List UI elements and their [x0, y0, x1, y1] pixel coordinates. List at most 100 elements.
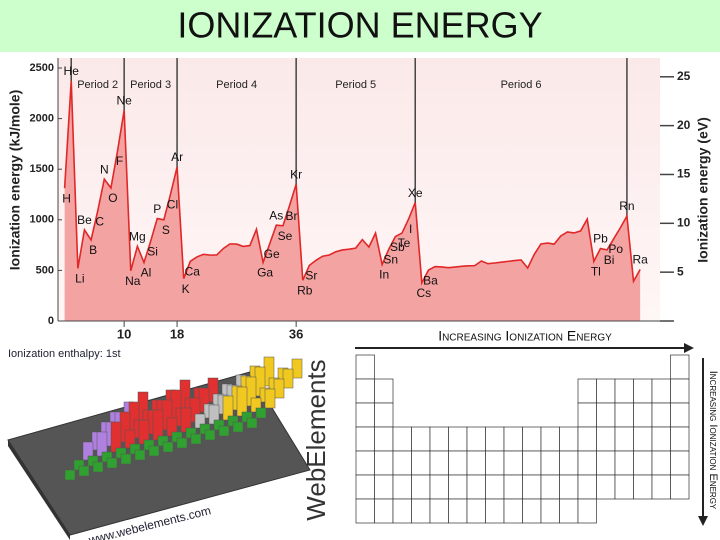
table-cell: [411, 426, 431, 452]
table-cell: [392, 474, 412, 500]
table-cell: [670, 426, 690, 452]
table-cell: [670, 450, 690, 476]
table-cell: [651, 378, 671, 404]
y-tick-label: 2000: [30, 113, 54, 125]
table-cell: [577, 402, 597, 428]
element-label: O: [108, 191, 117, 205]
element-label: Ne: [116, 94, 132, 108]
table-cell: [651, 426, 671, 452]
table-cell: [577, 426, 597, 452]
table-cell: [559, 450, 579, 476]
table-cell: [411, 450, 431, 476]
table-cell: [485, 450, 505, 476]
table-cell: [355, 426, 375, 452]
element-label: N: [100, 162, 109, 176]
element-label: Po: [608, 242, 623, 256]
block: [291, 358, 303, 379]
table-cell: [466, 474, 486, 500]
block: [190, 433, 202, 445]
element-label: Ar: [171, 150, 183, 164]
table-cell: [485, 426, 505, 452]
table-cell: [448, 426, 468, 452]
table-cell: [614, 450, 634, 476]
area-fill: [64, 80, 641, 321]
table-cell: [485, 498, 505, 524]
table-cell: [559, 474, 579, 500]
element-label: Br: [286, 209, 298, 223]
table-cell: [355, 354, 375, 380]
table-cell: [577, 450, 597, 476]
block: [106, 457, 118, 469]
element-label: Rb: [297, 283, 313, 297]
y2-tick-label: 5: [677, 264, 684, 278]
element-label: Al: [141, 266, 152, 280]
table-cell: [503, 450, 523, 476]
element-label: Xe: [408, 186, 423, 200]
block: [236, 386, 248, 417]
brand-text: WebElements: [301, 359, 331, 520]
table-cell: [651, 402, 671, 428]
table-cell: [448, 498, 468, 524]
element-label: Sn: [383, 252, 398, 266]
line: [63, 80, 641, 286]
y2-axis-label: Ionization energy (eV): [695, 117, 711, 262]
element-label: Si: [147, 245, 158, 259]
y2-tick-label: 25: [677, 69, 691, 83]
table-cell: [485, 474, 505, 500]
table-cell: [466, 498, 486, 524]
table-cell: [374, 450, 394, 476]
element-label: Cl: [167, 198, 178, 212]
table-cell: [466, 426, 486, 452]
table-cell: [540, 450, 560, 476]
element-label: Ga: [257, 266, 273, 280]
block: [282, 368, 294, 389]
element-label: K: [182, 282, 190, 296]
element-label: Rn: [619, 199, 634, 213]
element-label: Tl: [591, 265, 601, 279]
element-label: Ge: [264, 247, 280, 261]
block: [148, 445, 160, 457]
table-cell: [374, 402, 394, 428]
table-cell: [651, 450, 671, 476]
block: [273, 378, 285, 399]
element-label: I: [409, 222, 412, 236]
title-band: [0, 0, 720, 52]
element-label: Sb: [390, 240, 405, 254]
element-label: B: [89, 243, 97, 257]
element-label: Ra: [632, 253, 648, 267]
table-cell: [651, 474, 671, 500]
element-label: In: [379, 268, 389, 282]
block: [120, 453, 132, 465]
block: [176, 437, 188, 449]
table-cell: [577, 378, 597, 404]
element-label: P: [153, 202, 161, 216]
block: [246, 417, 258, 429]
element-label: He: [64, 64, 80, 78]
y-tick-label: 1500: [30, 163, 54, 175]
y-tick-label: 2500: [30, 62, 54, 74]
table-cell: [429, 474, 449, 500]
table-cell: [503, 426, 523, 452]
enthalpy-title: Ionization enthalpy: 1st: [8, 348, 121, 360]
element-label: Li: [75, 272, 84, 286]
enthalpy-picture: Ionization enthalpy: 1st www.webelements…: [0, 340, 331, 540]
table-cell: [503, 474, 523, 500]
element-label: Kr: [290, 167, 302, 181]
table-cell: [374, 498, 394, 524]
element-label: Na: [125, 274, 141, 288]
table-cell: [540, 426, 560, 452]
element-label: Mg: [129, 229, 146, 243]
element-label: Se: [278, 229, 293, 243]
table-cell: [596, 426, 616, 452]
period-label: Period 5: [335, 79, 376, 91]
x-tick-label: 10: [117, 326, 131, 341]
table-cell: [559, 426, 579, 452]
table-cell: [411, 474, 431, 500]
y-tick-label: 0: [48, 315, 54, 327]
element-label: S: [162, 223, 170, 237]
table-cell: [522, 450, 542, 476]
table-cell: [633, 474, 653, 500]
table-cell: [503, 498, 523, 524]
block: [232, 421, 244, 433]
element-label: Be: [77, 213, 92, 227]
